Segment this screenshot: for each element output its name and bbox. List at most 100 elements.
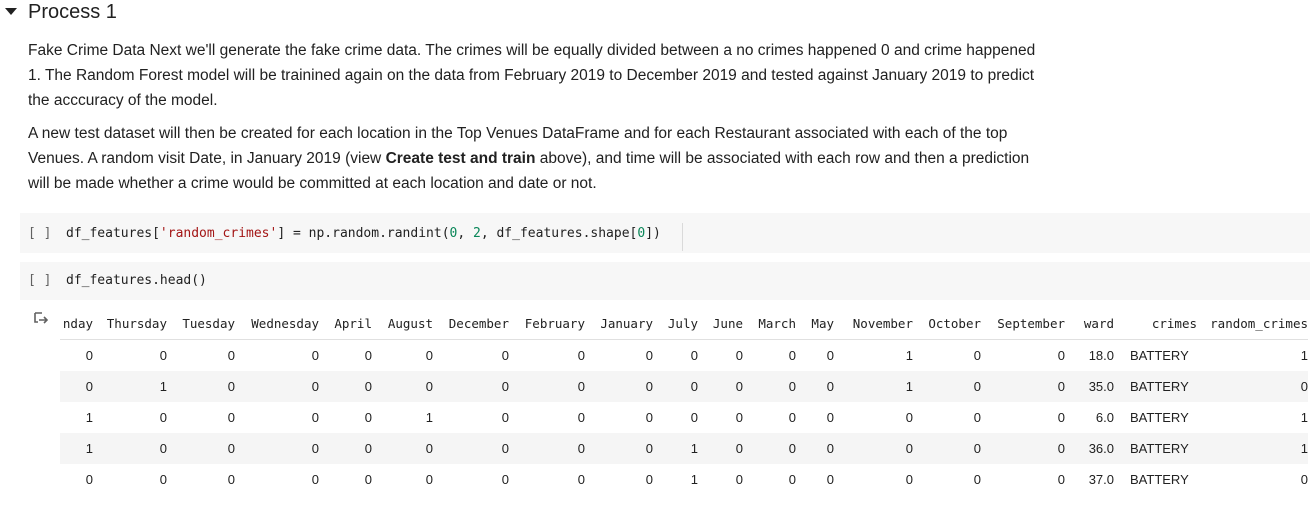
column-header: April (319, 308, 372, 340)
table-cell: 1 (690, 472, 698, 487)
table-cell: 1 (1300, 410, 1308, 425)
column-header: nday (60, 308, 93, 340)
table-cell: 0 (159, 472, 167, 487)
code-editor[interactable]: df_features['random_crimes'] = np.random… (66, 226, 661, 241)
code-editor[interactable]: df_features.head() (66, 273, 207, 288)
column-header: ward (1065, 308, 1120, 340)
table-cell: 37.0 (1088, 472, 1114, 487)
table-cell: 0 (826, 410, 834, 425)
table-cell: 0 (364, 472, 372, 487)
table-cell: 0 (796, 371, 834, 402)
table-cell: 0 (1300, 472, 1308, 487)
table-cell: 0 (311, 348, 319, 363)
table-cell: 0 (905, 472, 913, 487)
column-header: June (698, 308, 743, 340)
column-header: Tuesday (167, 308, 235, 340)
table-cell: 1 (1300, 348, 1308, 363)
create-test-train-reference: Create test and train (385, 150, 536, 167)
table-cell: 0 (585, 433, 653, 464)
table-cell: 0 (227, 410, 235, 425)
table-cell: 1 (60, 433, 93, 464)
column-header: February (509, 308, 585, 340)
table-cell: 0 (85, 348, 93, 363)
table-cell: 0 (690, 348, 698, 363)
table-cell: 1 (1197, 433, 1308, 464)
table-cell: 0 (698, 371, 743, 402)
table-cell: 0 (319, 433, 372, 464)
table-cell: 0 (167, 433, 235, 464)
table-cell: 0 (981, 433, 1065, 464)
table-cell: 0 (735, 348, 743, 363)
table-cell: 0 (1197, 371, 1308, 402)
table-cell: 0 (973, 348, 981, 363)
table-cell: 0 (585, 371, 653, 402)
table-cell: BATTERY (1120, 371, 1197, 402)
table-cell: 0 (235, 371, 319, 402)
collapse-arrow-icon[interactable] (5, 8, 17, 15)
paragraph-description-part2: above), and time will be associated with… (28, 150, 1030, 192)
table-cell: 0 (743, 433, 796, 464)
table-cell: 0 (167, 371, 235, 402)
table-row: 0 1 0 0 0 0 0 0 0 0 0 0 0 1 0 0 35.0 BATTERY 0 (60, 371, 1308, 402)
output-arrow-icon[interactable] (34, 312, 48, 326)
table-cell: 36.0 (1065, 433, 1120, 464)
dataframe-output: nday Thursday Tuesday Wednesday April August D… (60, 308, 1312, 498)
code-cell-head[interactable]: [ ] df_features.head() (20, 262, 1310, 300)
column-header: Wednesday (235, 308, 319, 340)
table-cell: 0 (372, 371, 433, 402)
paragraph-description-part1: A new test dataset will then be created … (28, 125, 1008, 167)
table-cell: 0 (690, 410, 698, 425)
table-cell: 0 (577, 410, 585, 425)
table-cell: 0 (913, 433, 981, 464)
column-header: random_crimes (1197, 308, 1308, 340)
table-cell: 0 (577, 472, 585, 487)
table-cell: 0 (159, 348, 167, 363)
table-cell: 0 (788, 410, 796, 425)
table-cell: 0 (788, 348, 796, 363)
code-cell-random-crimes[interactable]: [ ] df_features['random_crimes'] = np.ra… (20, 213, 1310, 253)
table-cell: 0 (364, 410, 372, 425)
table-cell: 0 (743, 371, 796, 402)
column-header: September (981, 308, 1065, 340)
table-cell: 1 (905, 348, 913, 363)
table-cell: 0 (834, 433, 913, 464)
table-cell: 0 (433, 433, 509, 464)
table-cell: BATTERY (1130, 472, 1189, 487)
table-cell: 0 (319, 371, 372, 402)
text-cell-intro: Fake Crime Data Next we'll generate the … (28, 38, 1048, 113)
table-cell: 0 (159, 410, 167, 425)
section-title[interactable]: Process 1 (28, 1, 117, 23)
table-cell: 0 (227, 348, 235, 363)
table-cell: 0 (311, 410, 319, 425)
table-cell: 0 (425, 348, 433, 363)
table-cell: 0 (577, 348, 585, 363)
table-cell: 0 (501, 348, 509, 363)
table-cell: 0 (735, 472, 743, 487)
table-cell: 0 (826, 472, 834, 487)
column-header: October (913, 308, 981, 340)
table-cell: BATTERY (1130, 348, 1189, 363)
table-cell: 18.0 (1088, 348, 1114, 363)
table-cell: 0 (433, 371, 509, 402)
table-cell: 0 (509, 371, 585, 402)
table-cell: 0 (1057, 348, 1065, 363)
table-cell: BATTERY (1120, 433, 1197, 464)
column-header: March (743, 308, 796, 340)
editor-divider (682, 223, 683, 251)
column-header: crimes (1120, 308, 1197, 340)
section-header[interactable]: Process 1 (0, 0, 400, 26)
table-cell: 1 (425, 410, 433, 425)
table-row: 0 0 0 0 0 0 0 0 0 0 0 0 0 1 0 0 18.0 BATTERY 1 (60, 340, 1308, 372)
table-cell: 0 (973, 472, 981, 487)
run-cell-button[interactable]: [ ] (28, 273, 52, 288)
table-cell: 0 (645, 472, 653, 487)
table-row: 1 0 0 0 0 1 0 0 0 0 0 0 0 0 0 0 6.0 BATTERY 1 (60, 402, 1308, 433)
table-cell: 0 (905, 410, 913, 425)
run-cell-button[interactable]: [ ] (28, 226, 52, 241)
table-cell: 35.0 (1065, 371, 1120, 402)
table-cell: BATTERY (1130, 410, 1189, 425)
table-cell: 0 (913, 371, 981, 402)
table-cell: 0 (973, 410, 981, 425)
text-cell-description: A new test dataset will then be created … (28, 121, 1048, 196)
table-cell: 0 (311, 472, 319, 487)
